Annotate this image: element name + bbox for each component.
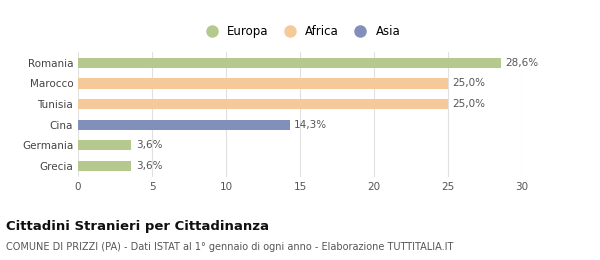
Text: 14,3%: 14,3% <box>294 120 327 130</box>
Bar <box>78 78 448 89</box>
Text: 3,6%: 3,6% <box>136 140 162 150</box>
Text: COMUNE DI PRIZZI (PA) - Dati ISTAT al 1° gennaio di ogni anno - Elaborazione TUT: COMUNE DI PRIZZI (PA) - Dati ISTAT al 1°… <box>6 242 454 252</box>
Bar <box>78 161 131 171</box>
Bar <box>78 58 501 68</box>
Text: 3,6%: 3,6% <box>136 161 162 171</box>
Bar <box>78 99 448 109</box>
Text: Cittadini Stranieri per Cittadinanza: Cittadini Stranieri per Cittadinanza <box>6 220 269 233</box>
Bar <box>78 120 290 130</box>
Legend: Europa, Africa, Asia: Europa, Africa, Asia <box>195 21 405 43</box>
Text: 28,6%: 28,6% <box>506 58 539 68</box>
Text: 25,0%: 25,0% <box>452 99 485 109</box>
Bar <box>78 140 131 151</box>
Text: 25,0%: 25,0% <box>452 79 485 88</box>
